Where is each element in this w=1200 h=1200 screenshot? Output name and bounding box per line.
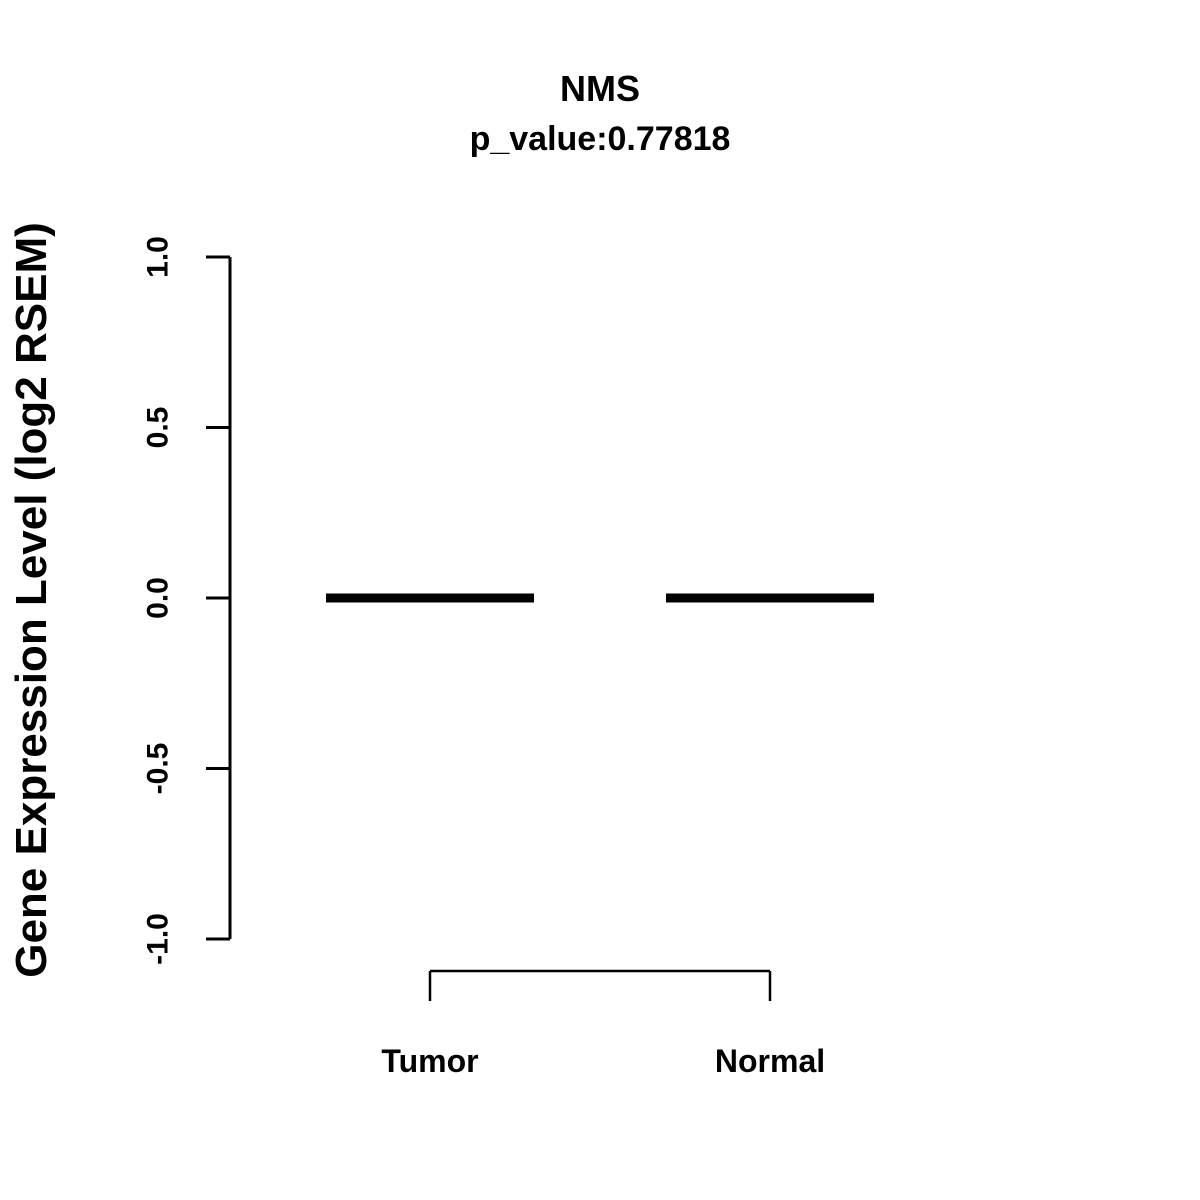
chart-subtitle: p_value:0.77818 <box>469 120 731 158</box>
y-tick-label: -0.5 <box>142 743 175 795</box>
y-tick-label: 1.0 <box>142 236 175 278</box>
chart-title: NMS <box>560 68 640 109</box>
y-tick-label: 0.5 <box>142 407 175 449</box>
x-category-label-normal: Normal <box>715 1043 825 1079</box>
x-category-label-tumor: Tumor <box>381 1043 478 1079</box>
y-tick-label: 0.0 <box>142 577 175 619</box>
y-tick-label: -1.0 <box>142 913 175 965</box>
